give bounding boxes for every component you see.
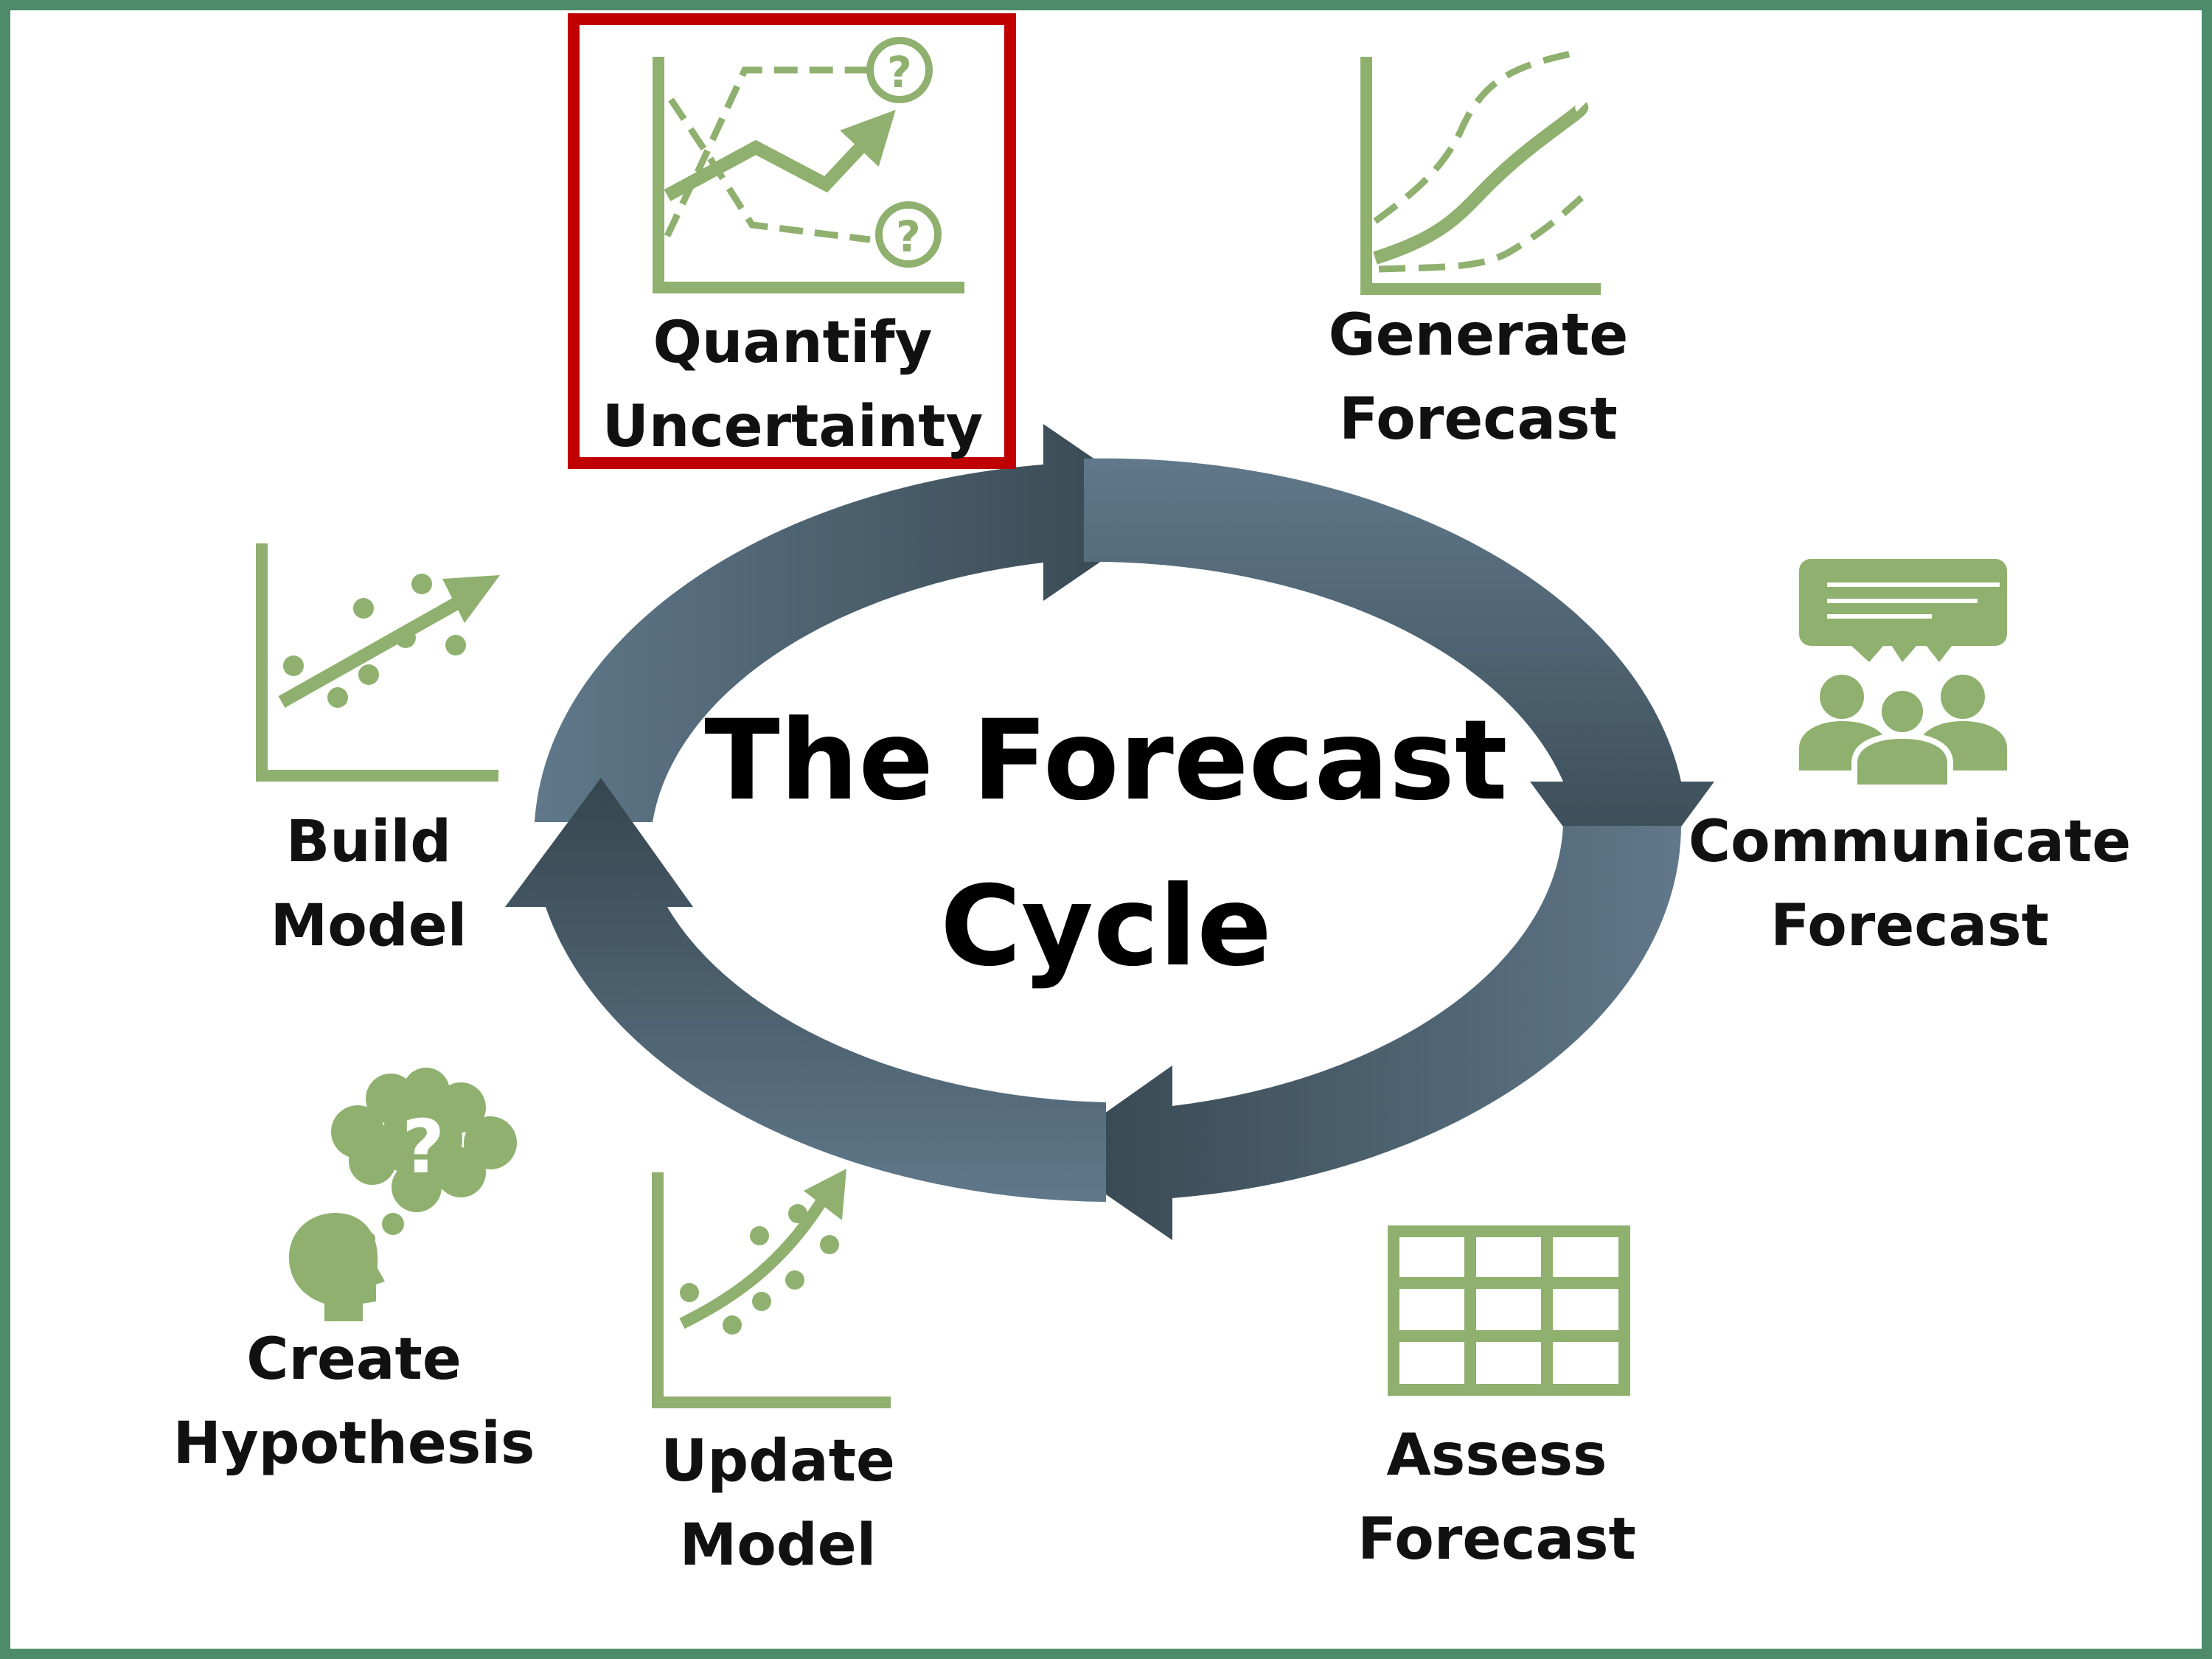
stage-generate-forecast[interactable]: Generate Forecast bbox=[1220, 293, 1736, 462]
svg-text:?: ? bbox=[896, 212, 921, 262]
stage-build-model[interactable]: Build Model bbox=[111, 800, 627, 968]
stage-update-model[interactable]: Update Model bbox=[520, 1419, 1036, 1587]
stage-label-line2: Forecast bbox=[1357, 1506, 1636, 1573]
svg-text:?: ? bbox=[402, 1104, 445, 1190]
stage-quantify-uncertainty[interactable]: Quantify Uncertainty bbox=[535, 301, 1051, 469]
stage-communicate-forecast[interactable]: Communicate Forecast bbox=[1652, 800, 2168, 968]
cycle-title-line2: Cycle bbox=[940, 863, 1272, 991]
svg-text:?: ? bbox=[887, 47, 912, 97]
cycle-arrow-bottom bbox=[1047, 826, 1681, 1240]
stage-assess-forecast[interactable]: Assess Forecast bbox=[1239, 1413, 1755, 1582]
stage-label-line2: Forecast bbox=[1339, 386, 1618, 453]
scatter-trend-chart-icon bbox=[256, 543, 500, 782]
cycle-title-line1: The Forecast bbox=[704, 697, 1508, 825]
stage-label-line2: Model bbox=[270, 893, 467, 959]
cycle-arrow-left bbox=[505, 778, 1106, 1202]
stage-label-line1: Communicate bbox=[1688, 809, 2132, 875]
cycle-ring bbox=[505, 424, 1714, 1240]
stage-label-line1: Quantify bbox=[653, 310, 933, 376]
stage-label-line1: Update bbox=[661, 1428, 895, 1495]
table-grid-icon bbox=[1388, 1225, 1630, 1396]
stage-label-line2: Hypothesis bbox=[173, 1411, 535, 1477]
stage-label-line2: Uncertainty bbox=[602, 394, 984, 460]
thinking-head-icon: ? bbox=[289, 1068, 517, 1321]
cycle-arrow-top bbox=[535, 424, 1172, 822]
cycle-arrow-right bbox=[1084, 458, 1714, 907]
stage-label-line1: Assess bbox=[1386, 1422, 1607, 1489]
people-speech-icon bbox=[1799, 559, 2007, 790]
stage-create-hypothesis[interactable]: Create Hypothesis bbox=[96, 1318, 612, 1486]
highlight-box bbox=[568, 13, 1016, 469]
stage-label-line1: Generate bbox=[1328, 302, 1629, 369]
curved-trend-chart-icon bbox=[652, 1169, 891, 1408]
stage-label-line2: Forecast bbox=[1770, 893, 2049, 959]
forecast-curves-icon bbox=[1360, 49, 1601, 295]
stage-label-line1: Create bbox=[246, 1326, 462, 1393]
cycle-title: The Forecast Cycle bbox=[664, 678, 1548, 1010]
stage-label-line1: Build bbox=[285, 809, 452, 875]
uncertainty-chart-icon: ? ? bbox=[653, 37, 964, 293]
stage-label-line2: Model bbox=[679, 1512, 877, 1579]
